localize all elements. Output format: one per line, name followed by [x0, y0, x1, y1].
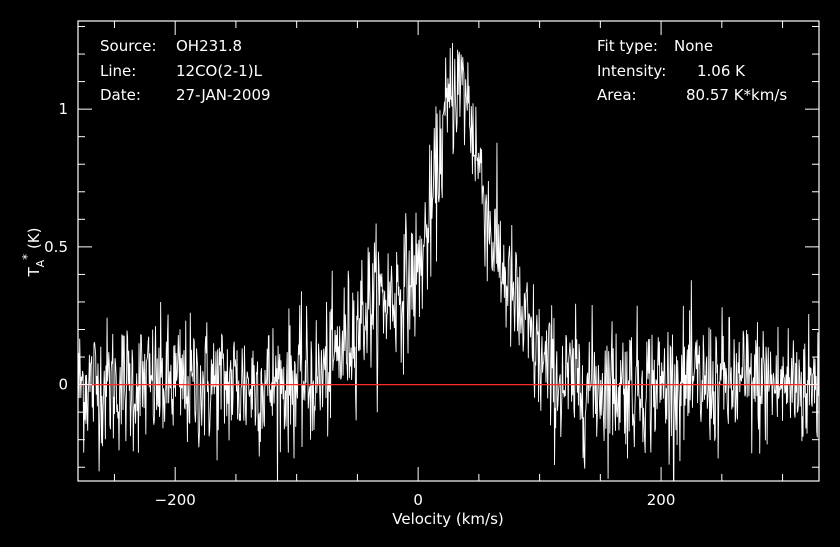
- source-key: Source:: [100, 37, 157, 55]
- date-value: 27-JAN-2009: [176, 86, 271, 104]
- spectrum-trace: [78, 42, 819, 481]
- x-tick-label: 0: [413, 491, 423, 509]
- line-value: 12CO(2-1)L: [176, 62, 263, 80]
- intensity-value: 1.06 K: [697, 62, 746, 80]
- x-axis-label: Velocity (km/s): [392, 510, 503, 528]
- fit-type-key: Fit type:: [597, 37, 658, 55]
- y-tick-label: 0: [58, 376, 68, 394]
- y-tick-label: 0.5: [44, 238, 68, 256]
- date-key: Date:: [100, 86, 141, 104]
- x-tick-label: −200: [155, 491, 196, 509]
- area-key: Area:: [597, 86, 637, 104]
- fit-type-value: None: [674, 37, 713, 55]
- source-value: OH231.8: [176, 37, 242, 55]
- x-tick-label: 200: [647, 491, 676, 509]
- area-value: 80.57 K*km/s: [686, 86, 787, 104]
- intensity-key: Intensity:: [597, 62, 666, 80]
- plot-frame: [77, 20, 820, 482]
- y-tick-label: 1: [58, 100, 68, 118]
- y-axis-label: TA* (K): [20, 227, 47, 277]
- line-key: Line:: [100, 62, 136, 80]
